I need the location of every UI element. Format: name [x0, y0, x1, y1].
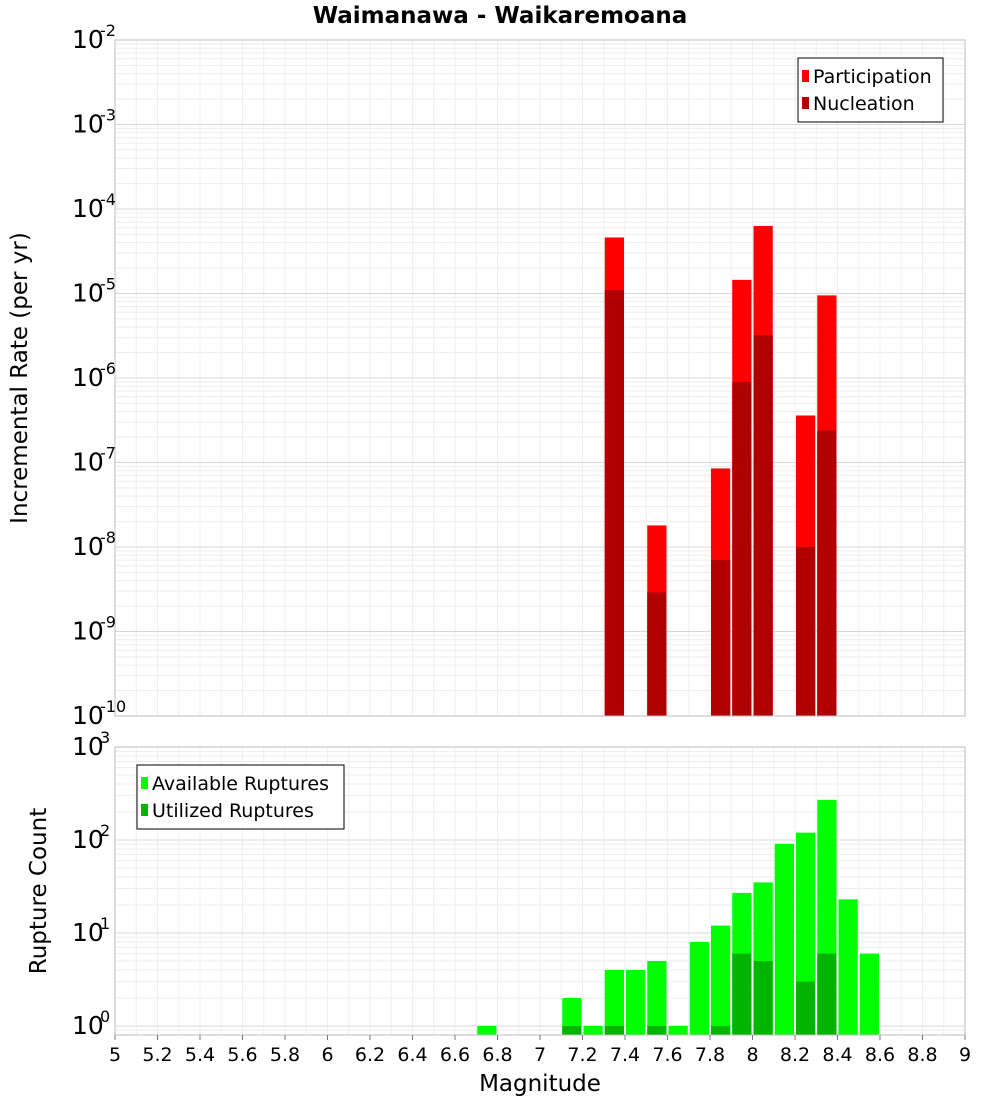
- x-tick-label: 7: [534, 1044, 546, 1066]
- bottom-bar-utilized-ruptures: [604, 1025, 624, 1035]
- top-legend: Participation Nucleation: [797, 57, 944, 123]
- bottom-y-axis-label: Rupture Count: [26, 808, 52, 974]
- x-tick-label: 5.2: [142, 1044, 172, 1066]
- x-tick-label: 5.8: [270, 1044, 300, 1066]
- x-tick-label: 7.8: [695, 1044, 725, 1066]
- bottom-bar-utilized-ruptures: [562, 1025, 582, 1035]
- bottom-bar-available-ruptures: [604, 969, 624, 1035]
- x-axis-label: Magnitude: [479, 1071, 601, 1097]
- top-y-tick-exponent: -7: [100, 444, 116, 463]
- top-y-tick-exponent: -9: [100, 613, 116, 632]
- chart-title: Waimanawa - Waikaremoana: [313, 3, 688, 29]
- top-y-tick-label: 10: [72, 701, 104, 730]
- top-bar-nucleation: [796, 547, 816, 716]
- bottom-legend-swatch: [141, 804, 148, 816]
- x-tick-label: 5.6: [227, 1044, 257, 1066]
- bottom-legend: Available Ruptures Utilized Ruptures: [136, 764, 345, 830]
- x-tick-label: 6.6: [440, 1044, 470, 1066]
- bottom-y-tick-label: 10: [72, 1011, 104, 1040]
- bottom-y-tick-exponent: 2: [100, 821, 110, 840]
- bottom-bar-available-ruptures: [647, 960, 667, 1035]
- top-y-tick-exponent: -5: [100, 275, 116, 294]
- x-tick-label: 7.2: [567, 1044, 597, 1066]
- top-y-tick-exponent: -8: [100, 528, 116, 547]
- x-tick-label: 8: [746, 1044, 758, 1066]
- x-tick-label: 5.4: [185, 1044, 215, 1066]
- top-y-tick-exponent: -6: [100, 359, 116, 378]
- x-tick-label: 6.8: [482, 1044, 512, 1066]
- top-bar-nucleation: [817, 430, 837, 716]
- bottom-bar-available-ruptures: [711, 925, 731, 1035]
- top-y-tick-label: 10: [72, 279, 104, 308]
- top-legend-label: Nucleation: [813, 93, 915, 115]
- bottom-legend-box: [136, 764, 345, 830]
- x-tick-label: 6.2: [355, 1044, 385, 1066]
- top-y-tick-exponent: -2: [100, 21, 116, 40]
- bottom-y-tick-exponent: 1: [100, 914, 110, 933]
- bottom-legend-label: Utilized Ruptures: [152, 800, 314, 822]
- bottom-bar-utilized-ruptures: [796, 981, 816, 1035]
- top-y-tick-label: 10: [72, 363, 104, 392]
- top-y-tick-exponent: -10: [100, 697, 126, 716]
- top-bar-nucleation: [753, 335, 773, 716]
- top-y-tick-label: 10: [72, 617, 104, 646]
- top-legend-swatch: [802, 70, 809, 82]
- bottom-bar-utilized-ruptures: [647, 1025, 667, 1035]
- x-tick-label: 9: [959, 1044, 971, 1066]
- x-tick-label: 8.6: [865, 1044, 895, 1066]
- x-tick-label: 8.4: [822, 1044, 852, 1066]
- top-legend-swatch: [802, 97, 809, 109]
- bottom-bar-available-ruptures: [626, 969, 646, 1035]
- bottom-bar-available-ruptures: [774, 843, 794, 1035]
- bottom-bar-available-ruptures: [562, 997, 582, 1035]
- x-tick-label: 5: [109, 1044, 121, 1066]
- bottom-y-tick-label: 10: [72, 732, 104, 761]
- top-bar-nucleation: [711, 560, 731, 716]
- top-y-tick-label: 10: [72, 532, 104, 561]
- top-y-tick-label: 10: [72, 194, 104, 223]
- x-tick-label: 7.6: [652, 1044, 682, 1066]
- top-y-tick-exponent: -3: [100, 106, 116, 125]
- top-y-axis-label: Incremental Rate (per yr): [7, 232, 33, 524]
- bottom-bar-available-ruptures: [859, 953, 879, 1035]
- top-legend-label: Participation: [813, 66, 932, 88]
- bottom-bar-available-ruptures: [838, 899, 858, 1035]
- top-y-tick-label: 10: [72, 25, 104, 54]
- bottom-bar-utilized-ruptures: [732, 953, 752, 1035]
- bottom-bar-available-ruptures: [477, 1025, 497, 1035]
- bottom-legend-swatch: [141, 777, 148, 789]
- bottom-y-tick-exponent: 0: [100, 1007, 110, 1026]
- x-tick-label: 8.2: [780, 1044, 810, 1066]
- x-tick-label: 7.4: [610, 1044, 640, 1066]
- top-bar-nucleation: [732, 381, 752, 716]
- x-tick-label: 6: [321, 1044, 333, 1066]
- top-bar-nucleation: [647, 592, 667, 716]
- bottom-bar-available-ruptures: [668, 1025, 688, 1035]
- bottom-bar-available-ruptures: [689, 942, 709, 1035]
- x-tick-label: 8.8: [907, 1044, 937, 1066]
- bottom-y-tick-label: 10: [72, 825, 104, 854]
- top-y-tick-label: 10: [72, 110, 104, 139]
- bottom-bar-utilized-ruptures: [753, 960, 773, 1035]
- bottom-bar-available-ruptures: [583, 1025, 603, 1035]
- top-y-tick-label: 10: [72, 448, 104, 477]
- bottom-bar-utilized-ruptures: [711, 1025, 731, 1035]
- x-tick-label: 6.4: [397, 1044, 427, 1066]
- bottom-legend-label: Available Ruptures: [152, 773, 329, 795]
- top-y-tick-exponent: -4: [100, 190, 116, 209]
- top-legend-box: [797, 57, 944, 123]
- bottom-y-tick-label: 10: [72, 918, 104, 947]
- top-plot-frame: [114, 39, 966, 717]
- bottom-bar-utilized-ruptures: [817, 953, 837, 1035]
- top-bar-nucleation: [604, 290, 624, 716]
- bottom-y-tick-exponent: 3: [100, 728, 110, 747]
